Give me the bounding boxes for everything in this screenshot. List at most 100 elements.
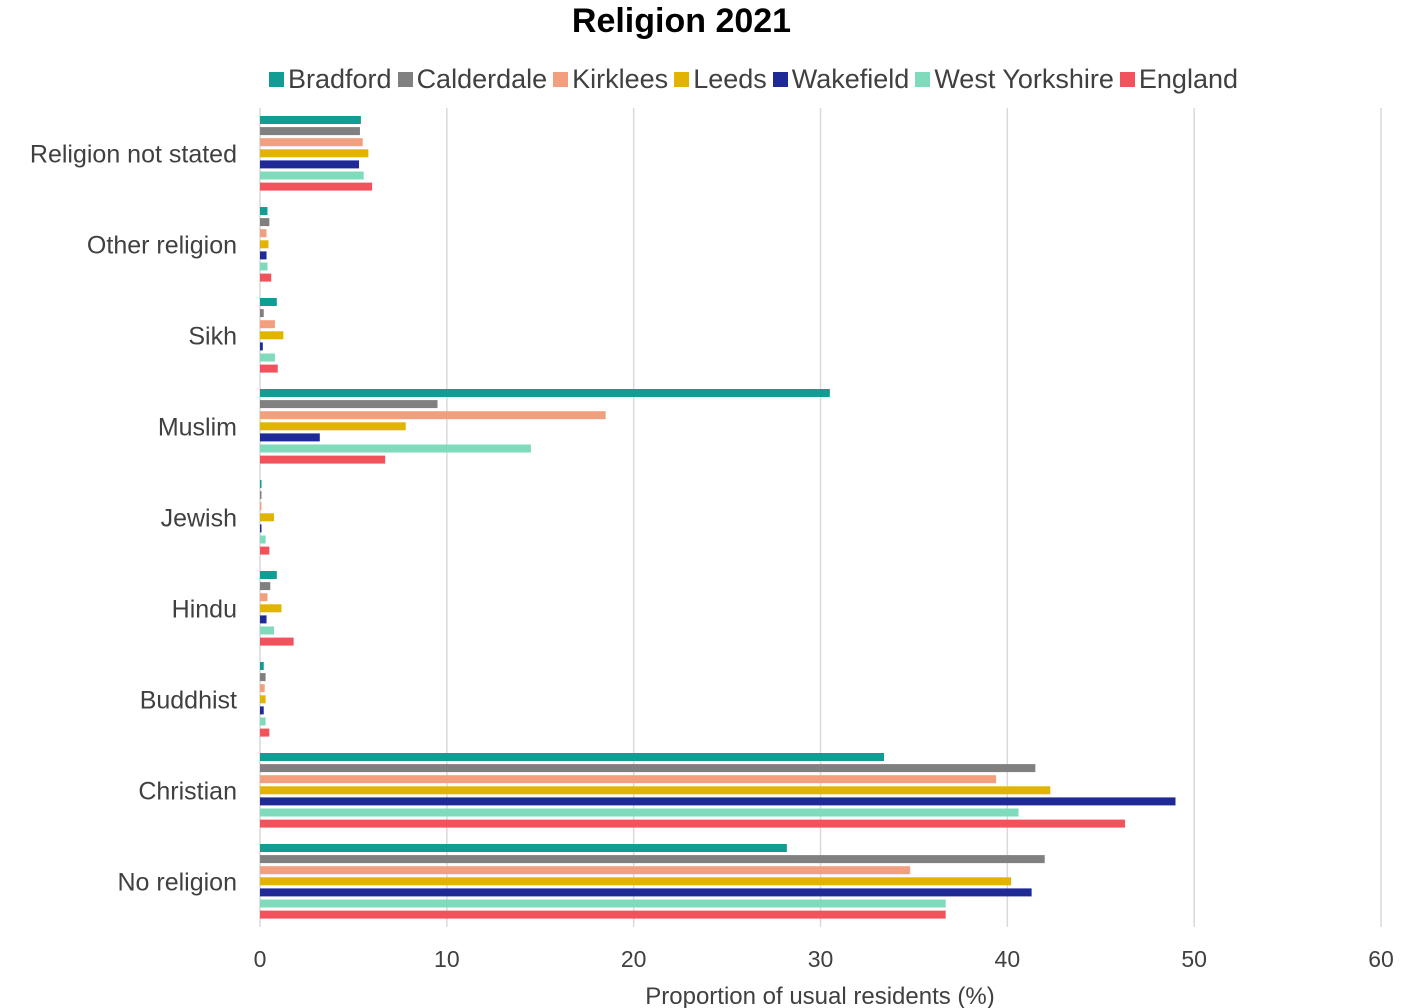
legend-item: Bradford bbox=[269, 64, 392, 95]
bar bbox=[260, 309, 264, 318]
bar bbox=[260, 819, 1126, 828]
x-tick-label: 10 bbox=[434, 946, 460, 972]
legend-item: Kirklees bbox=[553, 64, 668, 95]
legend-item: Calderdale bbox=[397, 64, 548, 95]
bar bbox=[260, 637, 294, 646]
bar bbox=[260, 866, 911, 875]
legend-label: Leeds bbox=[693, 64, 767, 94]
bar bbox=[260, 262, 268, 271]
x-tick-label: 0 bbox=[254, 946, 267, 972]
category-label: Jewish bbox=[161, 504, 237, 532]
bar bbox=[260, 502, 262, 511]
x-tick-label: 60 bbox=[1368, 946, 1394, 972]
bar bbox=[260, 684, 265, 693]
bar bbox=[260, 910, 946, 919]
bar bbox=[260, 149, 369, 158]
legend-swatch bbox=[674, 72, 690, 87]
bar bbox=[260, 717, 266, 726]
legend-swatch bbox=[772, 72, 788, 87]
bar bbox=[260, 240, 269, 249]
legend-label: England bbox=[1138, 64, 1238, 94]
bar bbox=[260, 604, 282, 613]
bar bbox=[260, 433, 320, 442]
bar bbox=[260, 662, 264, 670]
bar bbox=[260, 695, 266, 704]
bar bbox=[260, 389, 830, 397]
category-labels: Religion not stated Other religion Sikh Mus… bbox=[30, 140, 237, 896]
bar bbox=[260, 182, 373, 191]
legend-item: Wakefield bbox=[772, 64, 910, 95]
bar bbox=[260, 808, 1019, 817]
category-label: Other religion bbox=[87, 231, 237, 259]
bar bbox=[260, 615, 267, 624]
legend-item: England bbox=[1119, 64, 1238, 95]
bar bbox=[260, 775, 997, 784]
bar bbox=[260, 251, 267, 260]
x-tick-label: 50 bbox=[1181, 946, 1207, 972]
x-axis-title: Proportion of usual residents (%) bbox=[645, 983, 995, 1008]
legend-swatch bbox=[397, 72, 413, 87]
bar bbox=[260, 855, 1045, 864]
bars bbox=[260, 116, 1176, 919]
bar bbox=[260, 229, 267, 238]
bar bbox=[260, 400, 438, 409]
bar bbox=[260, 582, 271, 591]
category-label: Sikh bbox=[188, 322, 237, 350]
bar bbox=[260, 353, 275, 362]
bar bbox=[260, 273, 272, 282]
legend-label: Kirklees bbox=[572, 64, 669, 94]
bar bbox=[260, 571, 277, 579]
bar bbox=[260, 331, 284, 340]
x-tick-label: 20 bbox=[621, 946, 647, 972]
category-label: Religion not stated bbox=[30, 140, 237, 168]
bar bbox=[260, 524, 262, 533]
bar bbox=[260, 207, 268, 215]
legend-swatch bbox=[915, 72, 931, 87]
bar bbox=[260, 116, 361, 124]
category-label: Christian bbox=[138, 777, 237, 805]
bar bbox=[260, 127, 360, 136]
bar bbox=[260, 218, 270, 227]
bar bbox=[260, 593, 268, 602]
bar bbox=[260, 364, 278, 373]
legend-item: Leeds bbox=[674, 64, 767, 95]
category-label: Muslim bbox=[158, 413, 237, 441]
x-tick-label: 40 bbox=[995, 946, 1021, 972]
bar bbox=[260, 535, 266, 544]
bar bbox=[260, 171, 364, 180]
category-label: Hindu bbox=[172, 595, 237, 623]
bar bbox=[260, 513, 275, 522]
bar bbox=[260, 298, 277, 306]
bar bbox=[260, 320, 275, 329]
bar bbox=[260, 797, 1176, 806]
bar bbox=[260, 899, 946, 908]
bar bbox=[260, 422, 406, 431]
legend-swatch bbox=[269, 72, 284, 87]
bar bbox=[260, 706, 264, 715]
bar bbox=[260, 673, 266, 682]
legend-swatch bbox=[553, 72, 569, 87]
chart-legend: Bradford Calderdale Kirklees Leeds Wakefield… bbox=[0, 64, 1411, 95]
category-label: Buddhist bbox=[140, 686, 237, 714]
legend-label: Wakefield bbox=[791, 64, 910, 94]
bar bbox=[260, 877, 1012, 886]
bar bbox=[260, 491, 262, 500]
chart-title: Religion 2021 bbox=[571, 2, 792, 40]
bar bbox=[260, 546, 270, 555]
bar bbox=[260, 160, 360, 169]
legend-label: Bradford bbox=[288, 64, 392, 94]
bar bbox=[260, 411, 606, 420]
bar bbox=[260, 455, 386, 464]
bar bbox=[260, 480, 262, 488]
legend-item: West Yorkshire bbox=[915, 64, 1114, 95]
bar bbox=[260, 764, 1036, 773]
legend-label: Calderdale bbox=[416, 64, 548, 94]
tick-labels: 0 10 20 30 40 50 60 bbox=[254, 946, 1394, 972]
x-tick-label: 30 bbox=[808, 946, 834, 972]
bar bbox=[260, 626, 275, 635]
bar bbox=[260, 844, 787, 852]
bar bbox=[260, 888, 1032, 897]
bar bbox=[260, 444, 531, 453]
bar bbox=[260, 342, 263, 351]
